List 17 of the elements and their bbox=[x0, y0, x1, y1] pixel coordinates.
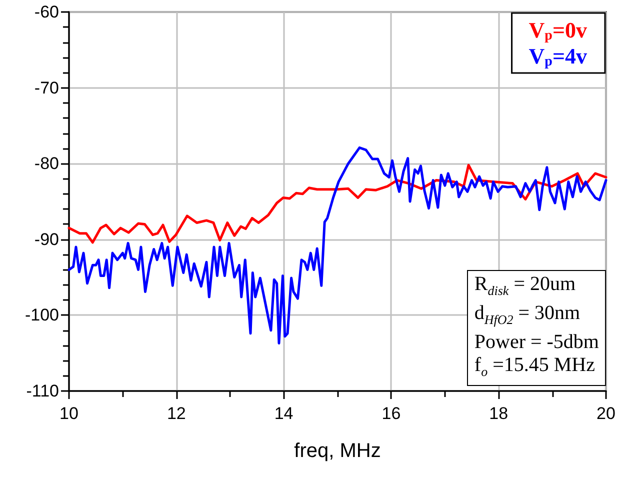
y-tick-label: -90 bbox=[34, 230, 59, 249]
x-tick-label: 20 bbox=[596, 404, 616, 423]
x-tick-label: 10 bbox=[60, 404, 78, 423]
x-tick-label: 16 bbox=[382, 404, 401, 423]
y-tick-label: -80 bbox=[34, 154, 59, 174]
x-tick-label: 12 bbox=[166, 404, 186, 423]
y-tick-label: -60 bbox=[34, 2, 59, 22]
y-tick-label: -70 bbox=[34, 78, 59, 98]
annotation: Power = -5dbm bbox=[474, 331, 599, 354]
y-tick-label: -100 bbox=[24, 306, 59, 325]
x-axis-title: freq, MHz bbox=[294, 440, 381, 462]
x-tick-label: 18 bbox=[489, 404, 508, 423]
x-tick-label: 14 bbox=[274, 404, 294, 423]
annotation: R$_{disk}$ = 20um bbox=[474, 273, 577, 300]
annotation: f$_{o}$ =15.45 MHz bbox=[474, 354, 596, 381]
annotation: d$_{HfO2}$ = 30nm bbox=[474, 302, 582, 329]
y-tick-label: -110 bbox=[26, 382, 59, 400]
